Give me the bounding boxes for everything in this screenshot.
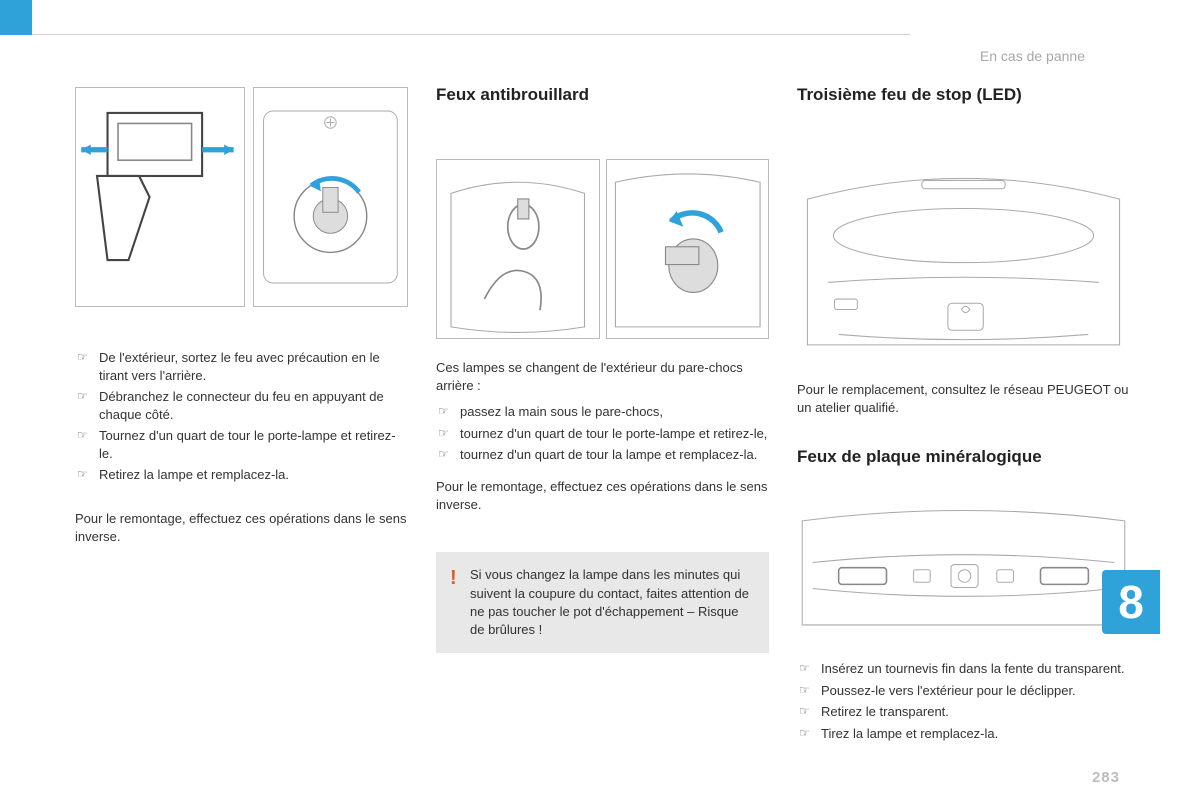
step-item: tournez d'un quart de tour le porte-lamp…: [436, 425, 769, 443]
heading-third-stop: Troisième feu de stop (LED): [797, 85, 1130, 105]
column-2: Feux antibrouillard: [436, 85, 769, 757]
figure-bulb-twist: [606, 159, 770, 339]
heading-foglights: Feux antibrouillard: [436, 85, 769, 105]
column-1: De l'extérieur, sortez le feu avec préca…: [75, 85, 408, 757]
reassembly-note-1: Pour le remontage, effectuez ces opérati…: [75, 510, 408, 546]
column-3: Troisième feu de stop (LED) Pour le remp…: [797, 85, 1130, 757]
figure-car-rear: [797, 131, 1130, 361]
step-item: Débranchez le connecteur du feu en appuy…: [75, 388, 408, 423]
figure-lamp-twist: [253, 87, 408, 307]
page-content: De l'extérieur, sortez le feu avec préca…: [0, 35, 1200, 757]
step-item: Tournez d'un quart de tour le porte-lamp…: [75, 427, 408, 462]
step-item: Insérez un tournevis fin dans la fente d…: [797, 660, 1130, 678]
warning-text: Si vous changez la lampe dans les minute…: [470, 567, 749, 637]
section-header: En cas de panne: [980, 48, 1085, 64]
step-item: De l'extérieur, sortez le feu avec préca…: [75, 349, 408, 384]
steps-list-2: passez la main sous le pare-chocs, tourn…: [436, 403, 769, 464]
dealer-note: Pour le remplacement, consultez le résea…: [797, 381, 1130, 417]
reassembly-note-2: Pour le remontage, effectuez ces opérati…: [436, 478, 769, 514]
steps-list-3: Insérez un tournevis fin dans la fente d…: [797, 660, 1130, 742]
top-bar: [0, 0, 1200, 35]
warning-box: ! Si vous changez la lampe dans les minu…: [436, 552, 769, 653]
step-item: tournez d'un quart de tour la lampe et r…: [436, 446, 769, 464]
intro-text: Ces lampes se changent de l'extérieur du…: [436, 359, 769, 395]
steps-list-1: De l'extérieur, sortez le feu avec préca…: [75, 349, 408, 484]
chapter-number-badge: 8: [1102, 570, 1160, 634]
step-item: Retirez le transparent.: [797, 703, 1130, 721]
step-item: Poussez-le vers l'extérieur pour le décl…: [797, 682, 1130, 700]
figure-bumper-hand: [436, 159, 600, 339]
figure-plate-lights: [797, 485, 1130, 640]
step-item: Retirez la lampe et remplacez-la.: [75, 466, 408, 484]
figure-connector: [75, 87, 245, 307]
accent-tab: [0, 0, 32, 35]
step-item: Tirez la lampe et remplacez-la.: [797, 725, 1130, 743]
heading-plate-light: Feux de plaque minéralogique: [797, 447, 1130, 467]
header-rule: [32, 0, 910, 35]
step-item: passez la main sous le pare-chocs,: [436, 403, 769, 421]
warning-icon: !: [450, 564, 457, 592]
page-number: 283: [1092, 769, 1120, 786]
